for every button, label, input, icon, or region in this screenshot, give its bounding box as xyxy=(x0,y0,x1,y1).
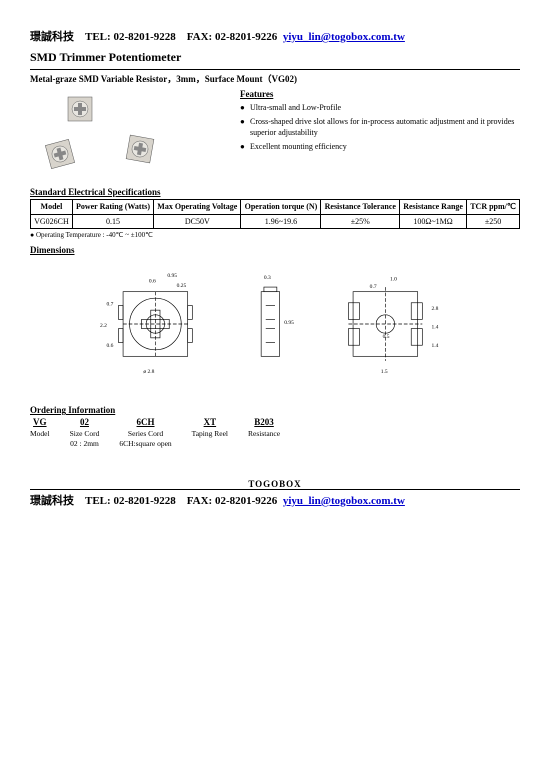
ord-sub: Size Cord02 : 2mm xyxy=(70,429,100,449)
ord-sub: Taping Reel xyxy=(192,429,228,439)
chip-image-3 xyxy=(120,129,160,169)
ordering-col: VG Model xyxy=(30,417,50,449)
title-divider xyxy=(30,69,520,70)
chip-image-2 xyxy=(40,134,80,174)
td-torque: 1.96~19.6 xyxy=(241,214,321,229)
page-title: SMD Trimmer Potentiometer xyxy=(30,50,520,65)
email-link[interactable]: yiyu_lin@togobox.com.tw xyxy=(283,31,405,43)
th-tolerance: Resistance Tolerance xyxy=(321,200,400,215)
svg-text:0.95: 0.95 xyxy=(167,273,177,279)
svg-text:ø 2.8: ø 2.8 xyxy=(143,369,154,375)
ordering-title: Ordering Information xyxy=(30,405,520,415)
svg-text:2.2: 2.2 xyxy=(100,323,107,329)
feature-item: ● Cross-shaped drive slot allows for in-… xyxy=(240,117,520,138)
ord-head: 02 xyxy=(70,417,100,427)
ordering-col: XT Taping Reel xyxy=(192,417,228,449)
footer-contact: 璟誠科技 TEL: 02-8201-9228 FAX: 02-8201-9226… xyxy=(30,492,520,508)
ord-head: XT xyxy=(192,417,228,427)
dimensions-drawings: 0.95 0.6 0.25 0.7 2.2 0.6 ø 2.8 0.3 0.95 xyxy=(30,259,520,389)
header-contact: 璟誠科技 TEL: 02-8201-9228 FAX: 02-8201-9226… xyxy=(30,28,520,44)
th-range: Resistance Range xyxy=(400,200,467,215)
th-torque: Operation torque (N) xyxy=(241,200,321,215)
bullet-icon: ● xyxy=(240,117,250,138)
specs-title: Standard Electrical Specifications xyxy=(30,187,520,197)
svg-text:1.4: 1.4 xyxy=(432,343,439,349)
feature-text: Cross-shaped drive slot allows for in-pr… xyxy=(250,117,520,138)
svg-text:0.7: 0.7 xyxy=(106,302,113,308)
feature-item: ● Excellent mounting efficiency xyxy=(240,142,520,152)
ordering-col: 02 Size Cord02 : 2mm xyxy=(70,417,100,449)
ordering-col: B203 Resistance xyxy=(248,417,280,449)
svg-text:1.5: 1.5 xyxy=(381,369,388,375)
svg-text:1.0: 1.0 xyxy=(390,277,397,283)
chip-image-1 xyxy=(60,89,100,129)
fax-value: 02-8201-9226 xyxy=(215,31,277,43)
ord-head: VG xyxy=(30,417,50,427)
th-voltage: Max Operating Voltage xyxy=(154,200,241,215)
svg-text:0.6: 0.6 xyxy=(149,279,156,285)
svg-text:0.6: 0.6 xyxy=(106,343,113,349)
table-row: VG026CH 0.15 DC50V 1.96~19.6 ±25% 100Ω~1… xyxy=(31,214,520,229)
footer-fax-label: FAX: xyxy=(187,495,212,507)
fax-label: FAX: xyxy=(187,31,212,43)
dimension-drawing-side: 0.3 0.95 xyxy=(245,264,305,384)
table-header-row: Model Power Rating (Watts) Max Operating… xyxy=(31,200,520,215)
tel-label: TEL: xyxy=(85,31,111,43)
th-tcr: TCR ppm/℃ xyxy=(467,200,520,215)
footer-tel-label: TEL: xyxy=(85,495,111,507)
svg-text:0.3: 0.3 xyxy=(264,275,271,281)
specs-note: ● Operating Temperature : -40℃ ~ ±100℃ xyxy=(30,231,520,239)
td-tcr: ±250 xyxy=(467,214,520,229)
feature-text: Ultra-small and Low-Profile xyxy=(250,103,341,113)
feature-item: ● Ultra-small and Low-Profile xyxy=(240,103,520,113)
th-model: Model xyxy=(31,200,73,215)
footer-fax: 02-8201-9226 xyxy=(215,495,277,507)
feature-text: Excellent mounting efficiency xyxy=(250,142,347,152)
footer-company: 璟誠科技 xyxy=(30,495,74,507)
dimension-drawing-bottom: 1.0 0.7 0.5 2.8 1.4 1.4 1.5 xyxy=(315,264,465,384)
bullet-icon: ● xyxy=(240,142,250,152)
ordering-section: Ordering Information VG Model 02 Size Co… xyxy=(30,405,520,449)
svg-text:0.5: 0.5 xyxy=(383,334,390,340)
ord-sub: Resistance xyxy=(248,429,280,439)
features-title: Features xyxy=(240,89,520,99)
page-subtitle: Metal-graze SMD Variable Resistor，3mm，Su… xyxy=(30,72,520,85)
bullet-icon: ● xyxy=(240,103,250,113)
company-name: 璟誠科技 xyxy=(30,31,74,43)
footer-divider xyxy=(30,489,520,490)
tel-value: 02-8201-9228 xyxy=(113,31,175,43)
td-range: 100Ω~1MΩ xyxy=(400,214,467,229)
th-power: Power Rating (Watts) xyxy=(72,200,153,215)
ord-sub: Series Cord6CH:square open xyxy=(119,429,171,449)
product-photos xyxy=(30,89,230,179)
td-voltage: DC50V xyxy=(154,214,241,229)
svg-text:0.95: 0.95 xyxy=(284,320,294,326)
footer-email-link[interactable]: yiyu_lin@togobox.com.tw xyxy=(283,495,405,507)
svg-text:0.7: 0.7 xyxy=(370,284,377,290)
td-power: 0.15 xyxy=(72,214,153,229)
ord-sub: Model xyxy=(30,429,50,439)
ord-head: 6CH xyxy=(119,417,171,427)
td-tolerance: ±25% xyxy=(321,214,400,229)
features-section: Features ● Ultra-small and Low-Profile ●… xyxy=(240,89,520,179)
specs-table: Model Power Rating (Watts) Max Operating… xyxy=(30,199,520,229)
svg-text:0.25: 0.25 xyxy=(177,283,187,289)
dimensions-title: Dimensions xyxy=(30,245,520,255)
svg-text:2.8: 2.8 xyxy=(432,306,439,312)
ordering-col: 6CH Series Cord6CH:square open xyxy=(119,417,171,449)
svg-text:1.4: 1.4 xyxy=(432,325,439,331)
ord-head: B203 xyxy=(248,417,280,427)
dimension-drawing-top: 0.95 0.6 0.25 0.7 2.2 0.6 ø 2.8 xyxy=(85,264,235,384)
footer-brand: TOGOBOX xyxy=(30,479,520,489)
footer-tel: 02-8201-9228 xyxy=(113,495,175,507)
td-model: VG026CH xyxy=(31,214,73,229)
